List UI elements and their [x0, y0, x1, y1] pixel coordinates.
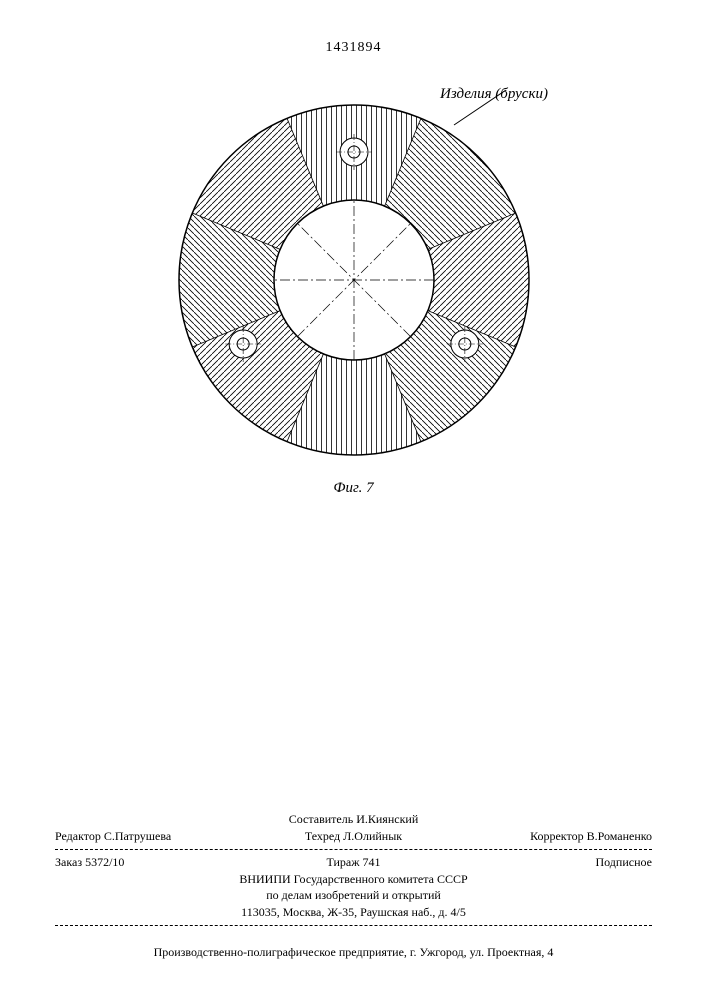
ring-diagram — [164, 90, 544, 470]
compiler-label: Составитель — [289, 812, 353, 826]
subscription: Подписное — [455, 854, 652, 871]
order-num: 5372/10 — [85, 855, 124, 869]
org-line-3: 113035, Москва, Ж-35, Раушская наб., д. … — [55, 904, 652, 921]
tirage-num: 741 — [363, 855, 381, 869]
techred-label: Техред — [305, 829, 340, 843]
editor-name: С.Патрушева — [104, 829, 171, 843]
editor-label: Редактор — [55, 829, 101, 843]
techred-name: Л.Олийнык — [343, 829, 402, 843]
corrector-label: Корректор — [530, 829, 584, 843]
corrector-name: В.Романенко — [587, 829, 652, 843]
org-line-2: по делам изобретений и открытий — [55, 887, 652, 904]
tirage-label: Тираж — [326, 855, 359, 869]
printer-line: Производственно-полиграфическое предприя… — [55, 945, 652, 960]
footer-block: Составитель И.Киянский Редактор С.Патруш… — [55, 811, 652, 930]
diagram-svg — [164, 90, 544, 470]
corrector-cell: Корректор В.Романенко — [455, 828, 652, 845]
document-number: 1431894 — [326, 40, 382, 56]
order-row: Заказ 5372/10 Тираж 741 Подписное — [55, 854, 652, 871]
figure-label: Фиг. 7 — [333, 480, 373, 497]
techred-cell: Техред Л.Олийнык — [252, 828, 455, 845]
credits-row: Редактор С.Патрушева Техред Л.Олийнык Ко… — [55, 828, 652, 845]
editor-cell: Редактор С.Патрушева — [55, 828, 252, 845]
separator-2 — [55, 925, 652, 926]
compiler-name: И.Киянский — [356, 812, 418, 826]
order-cell: Заказ 5372/10 — [55, 854, 252, 871]
order-label: Заказ — [55, 855, 82, 869]
leader-line — [454, 90, 509, 125]
separator-1 — [55, 849, 652, 850]
tirage-cell: Тираж 741 — [252, 854, 455, 871]
compiler-line: Составитель И.Киянский — [55, 811, 652, 828]
org-line-1: ВНИИПИ Государственного комитета СССР — [55, 871, 652, 888]
